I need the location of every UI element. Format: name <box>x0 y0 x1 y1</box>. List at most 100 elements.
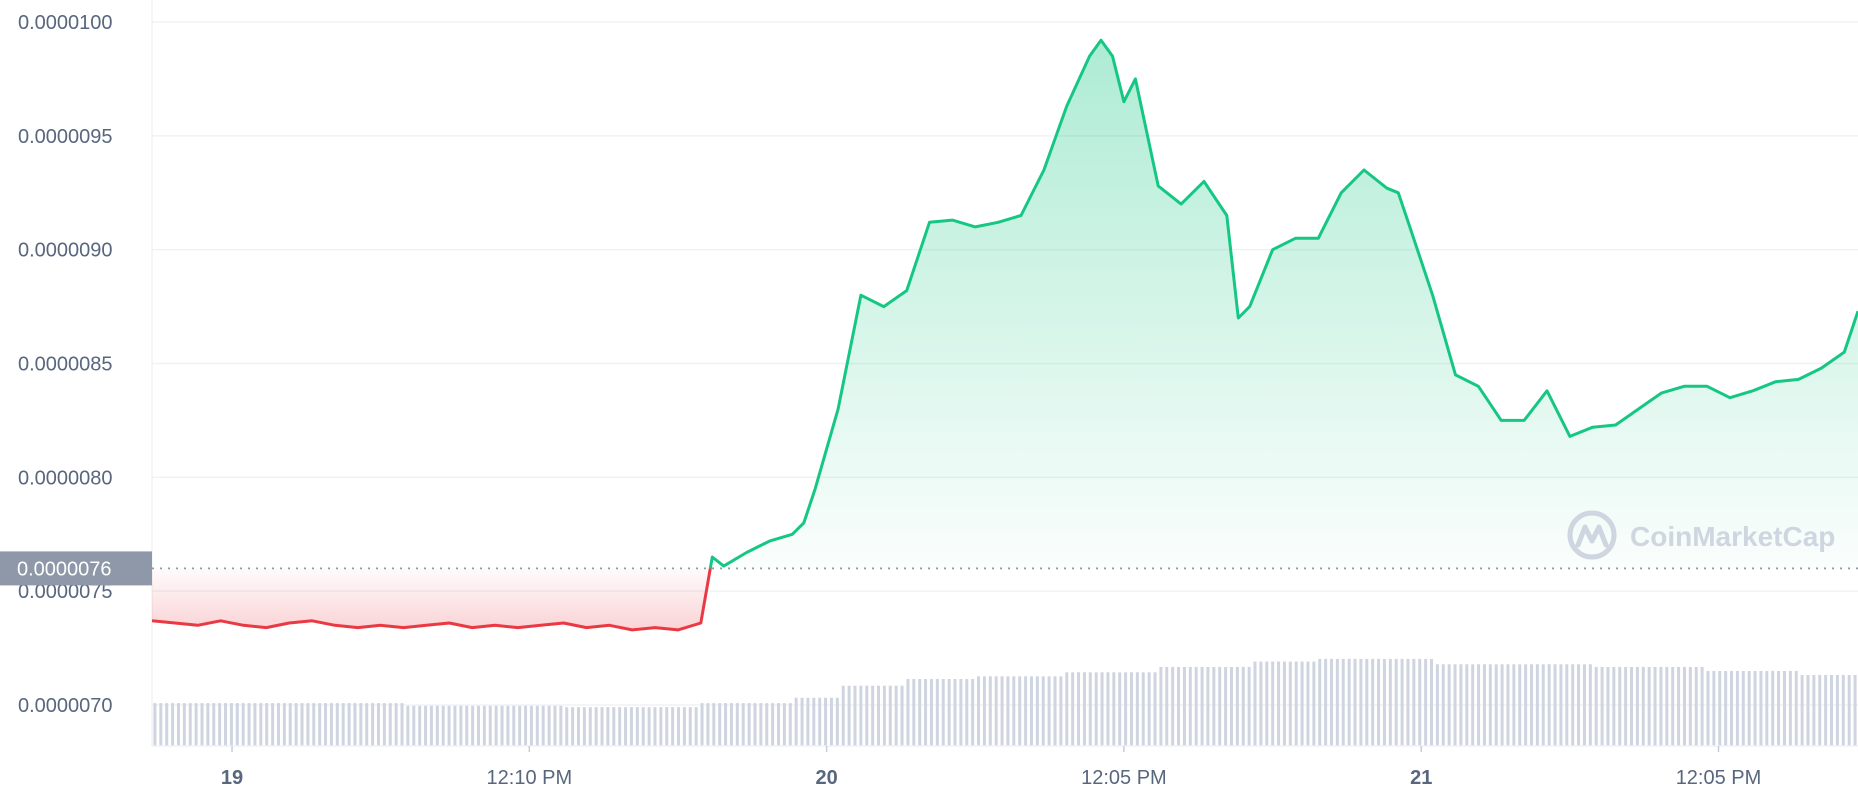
volume-bar <box>641 707 645 746</box>
volume-bar <box>1794 670 1798 746</box>
volume-bar <box>1612 666 1616 746</box>
volume-bar <box>1824 674 1828 746</box>
volume-bar <box>1630 666 1634 746</box>
volume-bar <box>200 703 204 746</box>
volume-bar <box>1747 670 1751 746</box>
coinmarketcap-watermark: CoinMarketCap <box>1567 510 1835 560</box>
volume-bar <box>1618 666 1622 746</box>
volume-bar <box>1412 658 1416 746</box>
volume-bar <box>518 705 522 746</box>
price-area-down <box>152 568 711 630</box>
volume-bar <box>341 703 345 746</box>
volume-bar <box>382 703 386 746</box>
volume-bar <box>612 707 616 746</box>
volume-bar <box>788 703 792 746</box>
volume-bar <box>1677 666 1681 746</box>
volume-bar <box>1694 666 1698 746</box>
volume-bar <box>335 703 339 746</box>
volume-bar <box>806 697 810 746</box>
volume-bar <box>600 707 604 746</box>
volume-bar <box>1571 664 1575 746</box>
volume-bar <box>888 685 892 746</box>
volume-bar <box>1706 670 1710 746</box>
volume-bar <box>1365 658 1369 746</box>
volume-bar <box>488 705 492 746</box>
volume-bar <box>1518 664 1522 746</box>
volume-bar <box>894 685 898 746</box>
volume-bar <box>1188 666 1192 746</box>
volume-bar <box>953 679 957 746</box>
volume-bar <box>376 703 380 746</box>
volume-bar <box>1418 658 1422 746</box>
price-badge-bg <box>0 551 152 586</box>
volume-bar <box>471 705 475 746</box>
volume-bar <box>1465 664 1469 746</box>
volume-bar <box>1335 658 1339 746</box>
volume-bar <box>1600 666 1604 746</box>
volume-bar <box>524 705 528 746</box>
volume-bar <box>206 703 210 746</box>
volume-bar <box>300 703 304 746</box>
volume-bar <box>1082 672 1086 746</box>
volume-bar <box>1741 670 1745 746</box>
volume-bar <box>594 707 598 746</box>
volume-bar <box>729 703 733 746</box>
volume-bar <box>647 707 651 746</box>
volume-bar <box>1835 674 1839 746</box>
volume-bar <box>176 703 180 746</box>
volume-bar <box>465 705 469 746</box>
volume-bar <box>1847 674 1851 746</box>
volume-bar <box>1624 666 1628 746</box>
price-line <box>151 38 1858 632</box>
volume-bar <box>1265 661 1269 746</box>
volume-bar <box>818 697 822 746</box>
volume-bar <box>235 703 239 746</box>
volume-bar <box>1447 664 1451 746</box>
volume-bar <box>424 705 428 746</box>
volume-bar <box>218 703 222 746</box>
volume-bar <box>577 707 580 746</box>
x-axis: 19 12:10 PM 20 12:05 PM 21 12:05 PM <box>152 745 1858 789</box>
volume-bar <box>559 705 563 746</box>
volume-bar <box>1424 658 1428 746</box>
volume-bar <box>1094 672 1098 746</box>
volume-bar <box>306 703 310 746</box>
volume-bar <box>941 679 945 746</box>
volume-bar <box>1500 664 1504 746</box>
volume-bar <box>688 707 692 746</box>
volume-bar <box>229 703 233 746</box>
volume-bar <box>1582 664 1586 746</box>
volume-bar <box>1124 672 1128 746</box>
volume-bar <box>318 703 322 746</box>
volume-bar <box>353 703 357 746</box>
volume-bar <box>1735 670 1739 746</box>
volume-bar <box>1171 666 1175 746</box>
volume-bar <box>1853 674 1857 746</box>
volume-bar <box>212 703 216 746</box>
volume-bar <box>406 705 410 746</box>
volume-bar <box>1506 664 1510 746</box>
x-tick-label: 21 <box>1410 767 1432 789</box>
price-line-up <box>708 38 1858 569</box>
volume-bar <box>1753 670 1757 746</box>
volume-bar <box>841 685 845 746</box>
volume-bar <box>977 676 981 746</box>
volume-bar <box>1565 664 1569 746</box>
volume-bar <box>635 707 639 746</box>
volume-bar <box>1100 672 1104 746</box>
volume-bar <box>1388 658 1392 746</box>
volume-bar <box>1653 666 1657 746</box>
volume-bar <box>882 685 886 746</box>
volume-bar <box>1718 670 1722 746</box>
volume-bar <box>276 703 280 746</box>
volume-bar <box>1300 661 1304 746</box>
volume-bar <box>1659 666 1663 746</box>
volume-bar <box>1759 670 1763 746</box>
volume-bar <box>582 707 586 746</box>
volume-bar <box>1000 676 1004 746</box>
volume-bar <box>1047 676 1051 746</box>
volume-bar <box>982 676 986 746</box>
volume-bar <box>712 703 716 746</box>
volume-bar <box>741 703 745 746</box>
